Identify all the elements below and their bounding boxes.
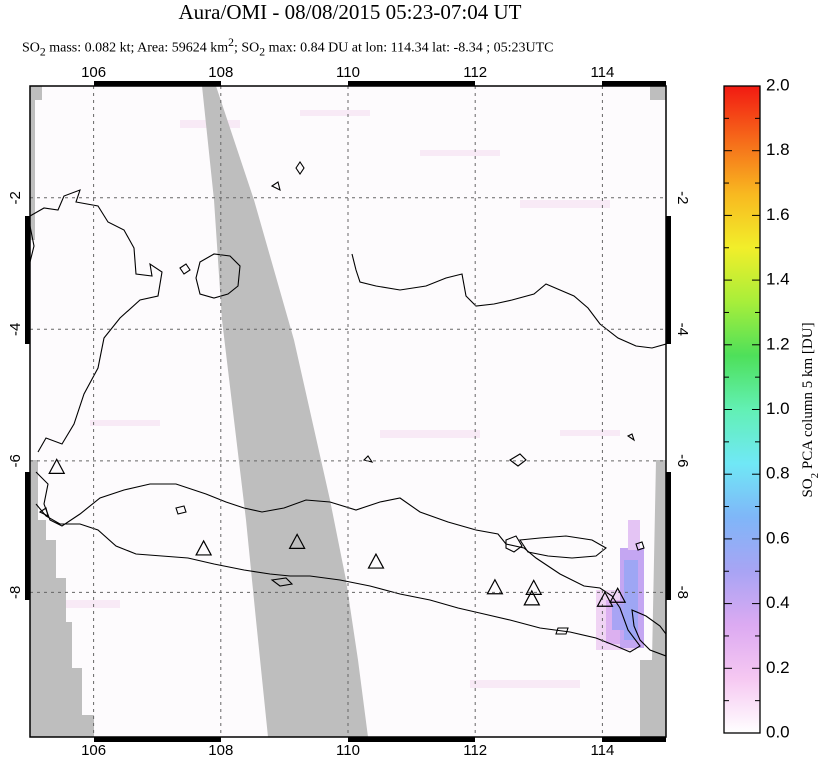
volcano-marker-7 (523, 589, 541, 606)
volcano-marker-4 (367, 552, 385, 569)
lat-tick-label-right: -2 (674, 191, 691, 204)
map-title: Aura/OMI - 08/08/2015 05:23-07:04 UT (178, 0, 522, 24)
axis-scale-bar-bottom (602, 737, 666, 742)
graticule (30, 86, 666, 737)
colorbar: 0.0 0.2 0.4 0.6 0.8 1.0 1.2 1.4 1.6 1.8 2.0 SO2 PCA… (723, 75, 821, 741)
small-island-5 (175, 505, 187, 515)
volcano-marker-3 (288, 533, 306, 549)
bangka-island (195, 253, 241, 299)
volcano-markers (48, 458, 627, 607)
colorbar-tick-label: 0.0 (766, 722, 790, 741)
small-island-6 (179, 263, 191, 275)
lon-tick-label-bottom: 106 (81, 742, 106, 759)
small-island-2 (505, 535, 523, 553)
bali-coast (631, 609, 666, 657)
axis-scale-bar-left (25, 472, 30, 600)
small-island-8 (270, 181, 281, 192)
colorbar-tick-label: 1.4 (766, 270, 790, 289)
volcano-marker-2 (195, 539, 213, 556)
small-island-1 (509, 453, 527, 467)
colorbar-tick-label: 0.6 (766, 528, 790, 547)
colorbar-tick-label: 1.8 (766, 140, 790, 159)
axis-scale-bar-top (348, 81, 475, 86)
small-island-4 (555, 627, 569, 635)
lon-tick-label-top: 110 (336, 64, 360, 81)
small-island-3 (270, 577, 294, 587)
volcano-marker-5 (486, 578, 504, 595)
small-island-7 (295, 161, 305, 175)
axis-scale-bar-left (25, 216, 30, 344)
lon-tick-label-bottom: 114 (590, 742, 614, 759)
no-data-swath (30, 86, 666, 737)
lat-tick-label-left: -4 (7, 323, 24, 336)
lat-tick-label-left: -8 (7, 586, 24, 599)
lat-tick-label-right: -6 (674, 454, 691, 467)
colorbar-title: SO2 PCA column 5 km [DU] (800, 322, 821, 497)
axis-scale-bar-top (602, 81, 666, 86)
map-subtitle: SO2 mass: 0.082 kt; Area: 59624 km2; SO2… (22, 36, 554, 59)
volcano-marker-9 (609, 587, 627, 603)
axis-scale-bar-right (666, 472, 671, 600)
lat-tick-label-right: -4 (674, 323, 691, 336)
sumatra-coast (30, 189, 163, 453)
lat-tick-label-left: -6 (7, 454, 24, 467)
colorbar-tick-label: 0.2 (766, 658, 790, 677)
lon-tick-label-top: 108 (208, 64, 233, 81)
madura-island (519, 535, 607, 559)
axis-scale-bar-bottom (348, 737, 475, 742)
sumatra-southwest-coast (30, 225, 35, 263)
axis-scale-bar-right (666, 216, 671, 344)
colorbar-tick-label: 1.6 (766, 205, 790, 224)
lon-tick-label-top: 106 (81, 64, 106, 81)
small-island-11 (635, 541, 645, 551)
lon-tick-label-top: 112 (463, 64, 487, 81)
lon-tick-label-top: 114 (590, 64, 614, 81)
map-area (30, 86, 666, 737)
borneo-coast (351, 253, 666, 349)
lon-tick-label-bottom: 108 (208, 742, 233, 759)
small-island-10 (626, 433, 636, 442)
volcano-marker-8 (596, 590, 614, 607)
lat-tick-label-right: -8 (674, 586, 691, 599)
small-island-12 (38, 507, 49, 518)
colorbar-tick-label: 1.0 (766, 399, 790, 418)
volcano-marker-1 (48, 458, 66, 474)
lon-tick-label-bottom: 110 (336, 742, 360, 759)
lat-tick-label-left: -2 (7, 191, 24, 204)
colorbar-tick-label: 1.2 (766, 334, 790, 353)
colorbar-tick-label: 2.0 (766, 75, 790, 94)
axis-scale-bar-bottom (94, 737, 221, 742)
lon-tick-label-bottom: 112 (463, 742, 487, 759)
colorbar-tick-label: 0.4 (766, 593, 790, 612)
axis-scale-bar-top (94, 81, 221, 86)
colorbar-tick-label: 0.8 (766, 464, 790, 483)
map-axes: 106 106 108 108 110 110 112 112 114 114 -2 -2 -4 -4 -6… (7, 64, 691, 759)
